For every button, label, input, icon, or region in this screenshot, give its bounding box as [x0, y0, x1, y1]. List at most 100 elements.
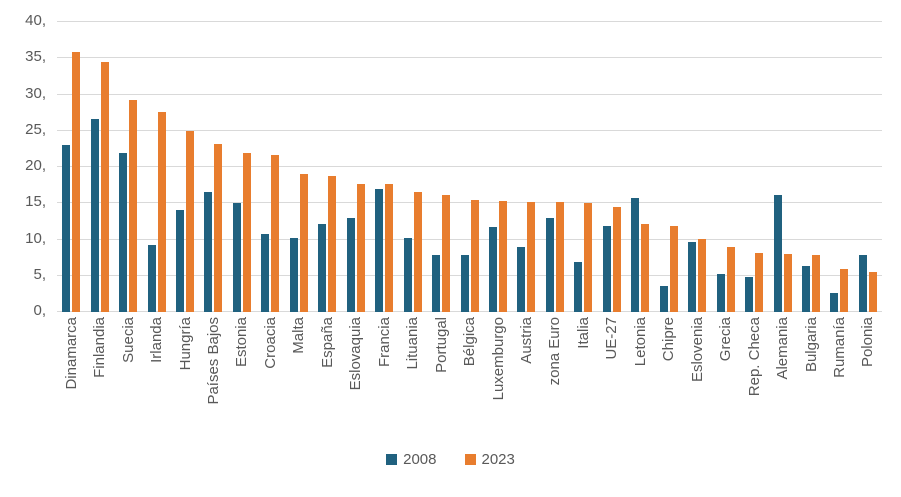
- bar-2023: [442, 195, 451, 312]
- bar-2023: [612, 207, 621, 312]
- bar-group: [541, 0, 569, 312]
- bar-2023: [214, 144, 223, 312]
- bar-2008: [545, 218, 554, 312]
- bar-2023: [584, 203, 593, 312]
- bar-2008: [289, 238, 298, 312]
- x-axis-label-cell: Bélgica: [455, 317, 483, 441]
- bar-2023: [783, 254, 792, 312]
- x-axis-label-cell: Finlandia: [85, 317, 113, 441]
- x-axis-label-cell: Eslovenia: [683, 317, 711, 441]
- gridline: [57, 274, 882, 276]
- x-axis-label: España: [318, 317, 336, 368]
- bar-group: [57, 0, 85, 312]
- x-axis-label-cell: Rep. Checa: [740, 317, 768, 441]
- bar-2008: [318, 224, 327, 312]
- bar-2008: [460, 255, 469, 312]
- x-axis-label: Alemania: [774, 317, 792, 380]
- bar-2023: [470, 200, 479, 312]
- gridline: [57, 238, 882, 240]
- x-axis-label: Eslovaquia: [347, 317, 365, 391]
- bar-2023: [641, 224, 650, 312]
- bar-2008: [232, 203, 241, 312]
- x-axis-label: Lituania: [404, 317, 422, 370]
- bar-2008: [574, 262, 583, 312]
- y-axis-tick-label: 10,: [25, 229, 46, 247]
- x-axis-label: Portugal: [432, 317, 450, 373]
- bar-2023: [499, 201, 508, 312]
- bar-2008: [346, 218, 355, 312]
- x-axis-label: Bulgaria: [802, 317, 820, 373]
- bar-group: [655, 0, 683, 312]
- bar-group: [228, 0, 256, 312]
- bar-2023: [271, 155, 280, 312]
- x-axis-label: Hungría: [176, 317, 194, 371]
- y-axis-tick-label: 0,: [33, 302, 46, 319]
- x-axis-label: Estonia: [233, 317, 251, 368]
- x-axis-label-cell: Países Bajos: [199, 317, 227, 441]
- x-axis-label: Eslovenia: [688, 317, 706, 383]
- x-axis-label-cell: Letonia: [626, 317, 654, 441]
- bar-2023: [755, 253, 764, 312]
- bar-group: [711, 0, 739, 312]
- x-axis-label-cell: Austria: [512, 317, 540, 441]
- bar-group: [768, 0, 796, 312]
- y-axis-tick-label: 40,: [25, 12, 46, 29]
- bar-2023: [100, 62, 109, 312]
- x-axis-label: Chipre: [660, 317, 678, 362]
- bar-group: [484, 0, 512, 312]
- bar-2008: [204, 192, 213, 312]
- bar-2023: [527, 202, 536, 312]
- bar-2023: [840, 269, 849, 312]
- bar-2008: [659, 286, 668, 312]
- x-axis-label-cell: Luxemburgo: [484, 317, 512, 441]
- x-axis-label-cell: Irlanda: [142, 317, 170, 441]
- y-axis-tick-label: 20,: [25, 157, 46, 174]
- x-axis-label-cell: Italia: [569, 317, 597, 441]
- bar-2008: [716, 274, 725, 312]
- bar-2008: [147, 245, 156, 312]
- bar-2008: [745, 277, 754, 312]
- bar-group: [256, 0, 284, 312]
- x-axis-label: Finlandia: [91, 317, 109, 378]
- bar-2023: [385, 184, 394, 312]
- x-axis-label-cell: Grecia: [711, 317, 739, 441]
- x-axis-label: Luxemburgo: [489, 317, 507, 401]
- bar-2023: [868, 272, 877, 312]
- bar-2008: [602, 226, 611, 312]
- bar-group: [854, 0, 882, 312]
- bar-group: [85, 0, 113, 312]
- bar-2023: [328, 176, 337, 312]
- y-axis-tick-label: 35,: [25, 48, 46, 66]
- legend-label: 2008: [403, 451, 437, 468]
- bar-2008: [403, 238, 412, 312]
- bar-group: [569, 0, 597, 312]
- x-axis: Dinamarca Finlandia Suecia Irlanda Hungría Pa…: [57, 317, 882, 441]
- x-axis-label: Dinamarca: [62, 317, 80, 390]
- bar-2008: [176, 210, 185, 312]
- bar-2023: [72, 52, 81, 312]
- legend-swatch-icon: [464, 454, 476, 465]
- bar-2008: [858, 255, 867, 312]
- bar-group: [683, 0, 711, 312]
- bar-2008: [773, 195, 782, 312]
- plot-area: [57, 0, 882, 312]
- bar-group: [512, 0, 540, 312]
- x-axis-label-cell: Eslovaquia: [342, 317, 370, 441]
- legend-item-2008: 2008: [386, 451, 437, 468]
- bar-2008: [90, 119, 99, 312]
- bar-2008: [62, 145, 71, 312]
- x-axis-label-cell: Chipre: [655, 317, 683, 441]
- legend-item-2023: 2023: [464, 451, 515, 468]
- legend-swatch-icon: [386, 454, 398, 465]
- bar-2023: [413, 192, 422, 312]
- bar-group: [825, 0, 853, 312]
- x-axis-label-cell: Lituania: [398, 317, 426, 441]
- bar-2008: [432, 255, 441, 312]
- bar-group: [455, 0, 483, 312]
- legend: 2008 2023: [0, 451, 901, 468]
- x-axis-label-cell: Portugal: [427, 317, 455, 441]
- x-axis-label: Rep. Checa: [745, 317, 763, 397]
- bar-2023: [555, 202, 564, 312]
- x-axis-label: Irlanda: [148, 317, 166, 363]
- bar-2023: [129, 100, 138, 312]
